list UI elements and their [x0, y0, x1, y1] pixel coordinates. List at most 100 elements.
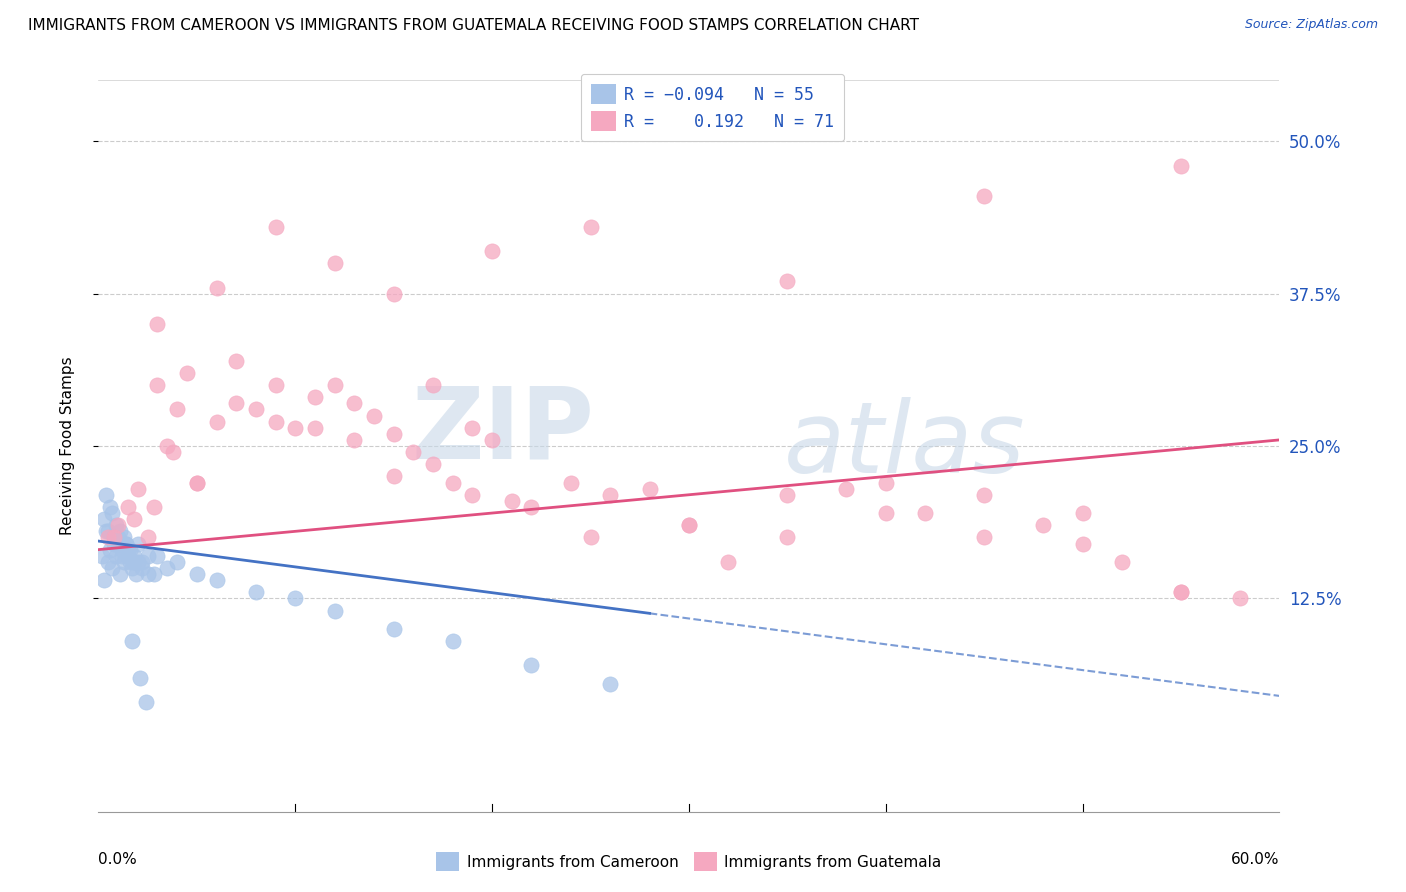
Point — [176, 366, 198, 380]
Point — [111, 542, 134, 557]
Point — [1170, 159, 1192, 173]
Text: 0.0%: 0.0% — [98, 852, 138, 867]
Point — [108, 524, 131, 539]
Point — [128, 671, 150, 685]
Point — [323, 256, 346, 270]
Point — [973, 530, 995, 544]
Point — [205, 280, 228, 294]
Point — [835, 482, 858, 496]
Point — [1111, 555, 1133, 569]
Point — [103, 530, 125, 544]
Point — [441, 634, 464, 648]
Point — [98, 500, 121, 514]
Point — [121, 561, 143, 575]
Point — [363, 409, 385, 423]
Point — [323, 378, 346, 392]
Point — [117, 549, 139, 563]
Point — [422, 458, 444, 472]
Point — [284, 421, 307, 435]
Point — [166, 402, 188, 417]
Text: 60.0%: 60.0% — [1232, 852, 1279, 867]
Point — [146, 549, 169, 563]
Point — [717, 555, 740, 569]
Point — [186, 475, 208, 490]
Point — [875, 475, 897, 490]
Point — [122, 549, 145, 563]
Point — [93, 573, 115, 587]
Point — [1229, 591, 1251, 606]
Point — [112, 530, 135, 544]
Point — [914, 506, 936, 520]
Point — [131, 555, 153, 569]
Point — [142, 500, 165, 514]
Point — [205, 415, 228, 429]
Point — [112, 555, 135, 569]
Point — [599, 488, 621, 502]
Point — [136, 567, 159, 582]
Point — [520, 500, 543, 514]
Point — [343, 433, 366, 447]
Point — [402, 445, 425, 459]
Point — [136, 530, 159, 544]
Point — [284, 591, 307, 606]
Point — [186, 567, 208, 582]
Point — [135, 695, 157, 709]
Point — [101, 561, 124, 575]
Point — [579, 530, 602, 544]
Point — [638, 482, 661, 496]
Point — [343, 396, 366, 410]
Point — [973, 189, 995, 203]
Point — [245, 402, 267, 417]
Point — [127, 555, 149, 569]
Point — [678, 518, 700, 533]
Point — [186, 475, 208, 490]
Legend: Immigrants from Cameroon, Immigrants from Guatemala: Immigrants from Cameroon, Immigrants fro… — [430, 847, 948, 877]
Point — [422, 378, 444, 392]
Point — [441, 475, 464, 490]
Point — [501, 494, 523, 508]
Point — [103, 536, 125, 550]
Point — [122, 512, 145, 526]
Point — [973, 488, 995, 502]
Point — [96, 488, 118, 502]
Point — [461, 421, 484, 435]
Point — [304, 390, 326, 404]
Point — [225, 396, 247, 410]
Point — [111, 549, 134, 563]
Point — [1071, 506, 1094, 520]
Text: atlas: atlas — [783, 398, 1025, 494]
Point — [156, 561, 179, 575]
Point — [382, 426, 405, 441]
Point — [117, 542, 139, 557]
Point — [264, 219, 287, 234]
Point — [108, 567, 131, 582]
Point — [166, 555, 188, 569]
Point — [1071, 536, 1094, 550]
Point — [205, 573, 228, 587]
Point — [382, 286, 405, 301]
Point — [875, 506, 897, 520]
Point — [136, 549, 159, 563]
Point — [118, 555, 141, 569]
Point — [127, 536, 149, 550]
Point — [304, 421, 326, 435]
Text: ZIP: ZIP — [412, 383, 595, 480]
Point — [579, 219, 602, 234]
Point — [97, 555, 120, 569]
Point — [776, 275, 799, 289]
Point — [105, 549, 128, 563]
Point — [103, 530, 125, 544]
Point — [264, 415, 287, 429]
Point — [125, 567, 148, 582]
Point — [599, 677, 621, 691]
Text: IMMIGRANTS FROM CAMEROON VS IMMIGRANTS FROM GUATEMALA RECEIVING FOOD STAMPS CORR: IMMIGRANTS FROM CAMEROON VS IMMIGRANTS F… — [28, 18, 920, 33]
Point — [560, 475, 582, 490]
Point — [107, 530, 129, 544]
Point — [162, 445, 184, 459]
Point — [1170, 585, 1192, 599]
Point — [323, 604, 346, 618]
Point — [245, 585, 267, 599]
Point — [1032, 518, 1054, 533]
Point — [461, 488, 484, 502]
Point — [156, 439, 179, 453]
